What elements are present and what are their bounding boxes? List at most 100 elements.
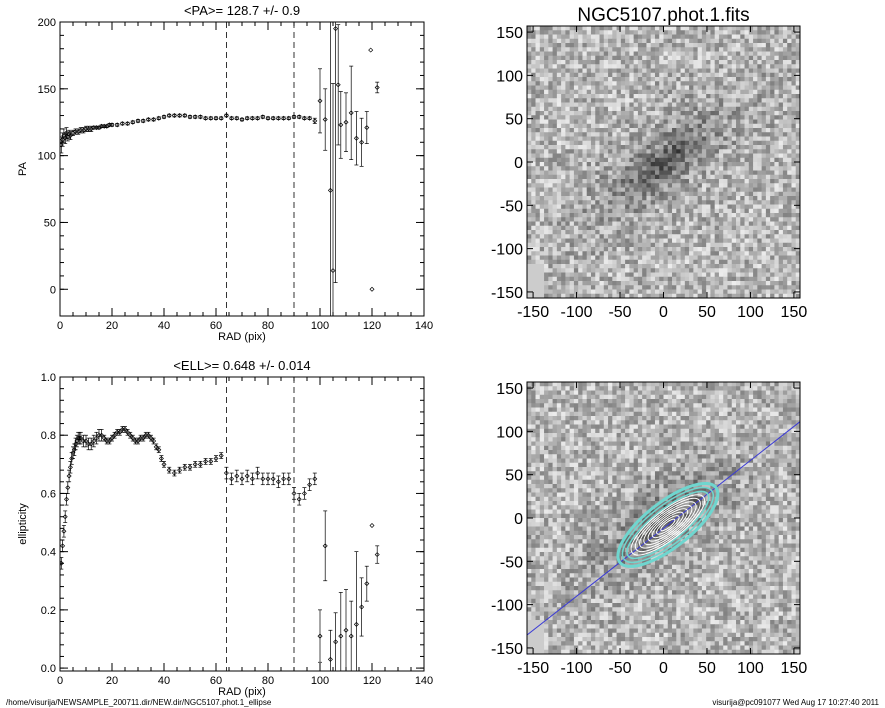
pixel xyxy=(646,123,652,129)
pixel xyxy=(590,51,596,57)
pixel xyxy=(714,204,720,210)
pixel xyxy=(765,55,771,61)
pixel xyxy=(527,166,532,171)
pixel xyxy=(659,72,664,78)
pixel xyxy=(795,64,800,69)
pixel xyxy=(770,55,775,61)
pixel xyxy=(667,187,673,193)
pixel xyxy=(595,268,600,273)
pixel xyxy=(612,213,617,218)
pixel xyxy=(774,170,779,176)
pixel xyxy=(625,204,630,210)
pixel xyxy=(740,145,745,150)
pixel xyxy=(736,162,741,167)
pixel xyxy=(795,60,800,65)
pixel xyxy=(616,55,622,61)
pixel xyxy=(765,281,771,286)
pixel xyxy=(527,94,532,99)
pixel xyxy=(684,145,690,150)
pixel xyxy=(582,102,588,108)
pixel xyxy=(718,179,724,184)
pixel xyxy=(676,43,681,48)
pixel xyxy=(531,106,536,112)
pixel xyxy=(642,217,647,222)
pixel xyxy=(731,115,737,120)
pixel xyxy=(718,234,724,239)
pixel xyxy=(744,259,750,265)
pixel xyxy=(765,234,771,239)
pixel xyxy=(625,153,630,159)
pixel xyxy=(539,60,545,65)
pixel xyxy=(650,68,656,74)
pixel xyxy=(689,213,694,218)
pixel xyxy=(603,38,609,44)
pixel xyxy=(650,115,656,120)
pixel xyxy=(642,60,647,65)
pixel xyxy=(637,30,643,35)
pixel xyxy=(654,77,660,82)
pixel xyxy=(697,281,703,286)
pixel xyxy=(714,128,720,133)
pixel xyxy=(731,247,737,252)
pixel xyxy=(642,30,647,35)
pixel xyxy=(561,60,566,65)
pixel xyxy=(552,196,558,201)
pixel xyxy=(765,230,771,235)
pixel xyxy=(586,132,592,137)
pixel xyxy=(667,140,673,146)
pixel xyxy=(744,64,750,69)
pixel xyxy=(663,204,669,210)
pixel xyxy=(586,153,592,159)
pixel xyxy=(578,247,583,252)
pixel xyxy=(578,230,583,235)
pixel xyxy=(778,136,784,142)
pixel xyxy=(556,238,562,244)
pixel xyxy=(616,43,622,48)
pixel xyxy=(608,179,613,184)
pixel xyxy=(569,43,575,48)
pixel xyxy=(667,183,673,188)
pixel xyxy=(527,247,532,252)
pixel xyxy=(561,247,566,252)
pixel xyxy=(544,242,549,248)
pixel xyxy=(667,55,673,61)
pixel xyxy=(552,30,558,35)
pixel xyxy=(654,145,660,150)
pixel xyxy=(603,255,609,261)
pixel xyxy=(586,85,592,91)
pixel xyxy=(595,217,600,222)
pixel xyxy=(774,94,779,99)
pixel xyxy=(650,196,656,201)
pixel xyxy=(663,217,669,222)
pixel xyxy=(710,285,715,290)
pixel xyxy=(667,68,673,74)
pixel xyxy=(527,281,532,286)
pixel xyxy=(612,183,617,188)
pixel xyxy=(616,170,622,176)
pixel xyxy=(770,157,775,163)
pixel xyxy=(629,217,634,222)
pixel xyxy=(782,264,788,269)
pixel xyxy=(548,136,553,142)
data-point xyxy=(158,456,164,461)
pixel xyxy=(629,166,634,171)
pixel xyxy=(748,55,754,61)
pixel xyxy=(620,123,626,129)
pixel xyxy=(527,128,532,133)
pixel xyxy=(689,98,694,103)
pixel xyxy=(693,217,698,222)
pixel xyxy=(565,230,570,235)
pixel xyxy=(680,98,686,103)
pixel xyxy=(795,234,800,239)
pixel xyxy=(531,94,536,99)
pixel xyxy=(672,72,677,78)
pixel xyxy=(603,238,609,244)
pixel xyxy=(586,111,592,116)
pixel xyxy=(625,234,630,239)
pixel xyxy=(757,115,762,120)
pixel xyxy=(723,81,728,86)
pixel xyxy=(646,115,652,120)
pixel xyxy=(710,77,715,82)
pixel xyxy=(787,225,792,231)
pixel xyxy=(736,166,741,171)
